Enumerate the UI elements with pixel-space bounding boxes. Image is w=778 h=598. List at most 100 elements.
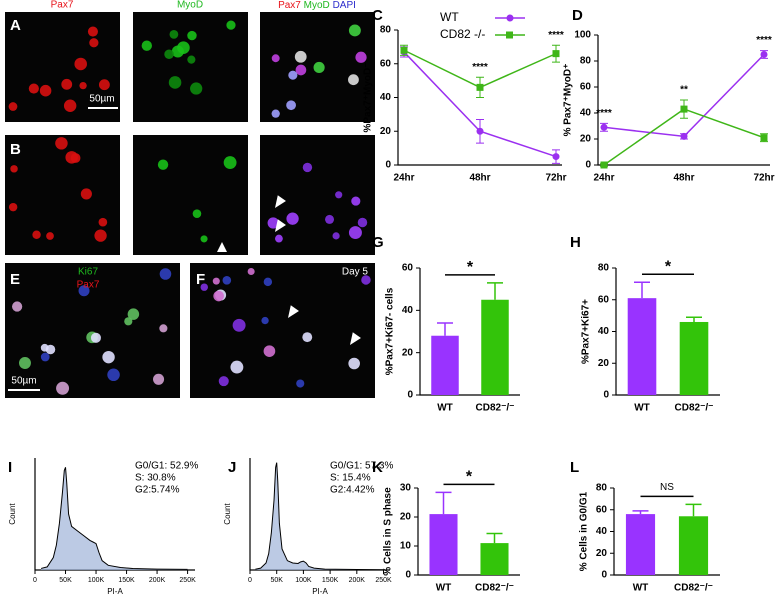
legend-marker [506,14,514,22]
cell [218,376,229,387]
significance: * [466,469,473,486]
x-tick-label: 24hr [593,173,614,184]
cell [261,316,269,325]
cell [19,357,31,369]
cell [200,235,208,243]
cell-cycle-stat: G2:4.42% [330,485,375,496]
x-tick-label: 48hr [673,173,694,184]
cell [275,234,283,243]
panel-letter: H [570,234,581,251]
y-tick-label: 60 [598,294,610,305]
cell [40,352,50,362]
y-axis-label: %Pax7+Ki67+ [581,299,592,364]
y-tick-label: 60 [596,504,608,515]
cell [169,29,179,39]
y-tick-label: 20 [596,548,608,559]
bar [627,298,657,395]
x-tick-label: 48hr [469,173,490,184]
cell [192,209,202,218]
arrowhead [350,332,361,345]
point [600,161,608,169]
point [680,132,688,140]
significance: **** [596,108,612,119]
y-tick-label: 0 [603,390,609,401]
significance: **** [472,62,488,73]
cell [89,38,99,48]
cell [187,55,196,64]
point [760,51,768,58]
bar [480,543,509,575]
x-tick-label: WT [437,403,453,414]
cell [288,70,298,80]
x-tick-label: 50K [270,577,283,584]
cell [102,350,115,364]
x-tick-label: 250K [179,577,196,584]
panel-letter: L [570,459,579,476]
cell [271,109,280,118]
y-tick-label: 20 [598,358,610,369]
y-tick-label: 60 [580,82,592,93]
cell [187,30,197,41]
cell [39,84,52,97]
cell [348,74,359,86]
panel-letter: G [372,234,384,251]
channel-header: Pax7 MyoD DAPI [278,0,356,11]
cell [46,232,54,240]
y-axis-label: % Cells in G0/G1 [579,491,590,571]
y-axis-label: Count [8,503,17,525]
histogram-line [255,462,384,571]
cell-cycle-stat: G0/G1: 57.3% [330,461,393,472]
cell [8,202,18,212]
x-tick-label: 0 [33,577,37,584]
cell [159,324,168,333]
cell [127,308,140,320]
cell [56,381,70,395]
y-tick-label: 80 [380,25,392,36]
x-tick-label: CD82⁻/⁻ [674,583,713,594]
y-tick-label: 40 [596,526,608,537]
significance: ** [680,85,688,96]
cell [90,332,101,343]
channel-header: Pax7 [51,0,74,11]
cell [294,50,307,63]
cell [213,290,224,302]
scale-bar-label: 50µm [11,376,36,387]
cell-cycle-stat: G2:5.74% [135,485,180,496]
cell [357,217,368,228]
error-bar [437,322,453,336]
cell [286,100,296,111]
y-tick-label: 40 [580,108,592,119]
significance: **** [756,35,772,46]
cell [94,229,107,242]
y-tick-label: 0 [585,160,591,171]
y-tick-label: 0 [407,390,413,401]
cell [28,83,39,94]
cell [223,156,237,169]
cell [348,357,360,370]
cell [332,232,340,240]
channel-header: MyoD [177,0,203,11]
significance: **** [548,30,564,41]
error-bar [634,281,650,299]
stain-label: Ki67 [78,267,98,278]
bar [429,514,458,575]
x-tick-label: 100K [295,577,312,584]
bar [679,321,709,395]
cell [351,196,361,206]
cell [168,76,182,89]
arrowhead [756,364,767,377]
x-tick-label: CD82⁻/⁻ [475,583,514,594]
y-tick-label: 10 [400,541,412,552]
y-axis-label: % Cells in S phase [383,487,394,576]
x-tick-label: 100K [88,577,105,584]
cell [55,137,68,150]
panel-letter: B [10,141,21,158]
cell [247,267,255,276]
x-tick-label: 50K [59,577,72,584]
y-axis-label: %Pax7+Ki67- cells [385,287,396,375]
scale-bar-label: 50µm [89,94,114,105]
cell [61,78,73,90]
cell [10,165,18,173]
y-tick-label: 80 [580,56,592,67]
